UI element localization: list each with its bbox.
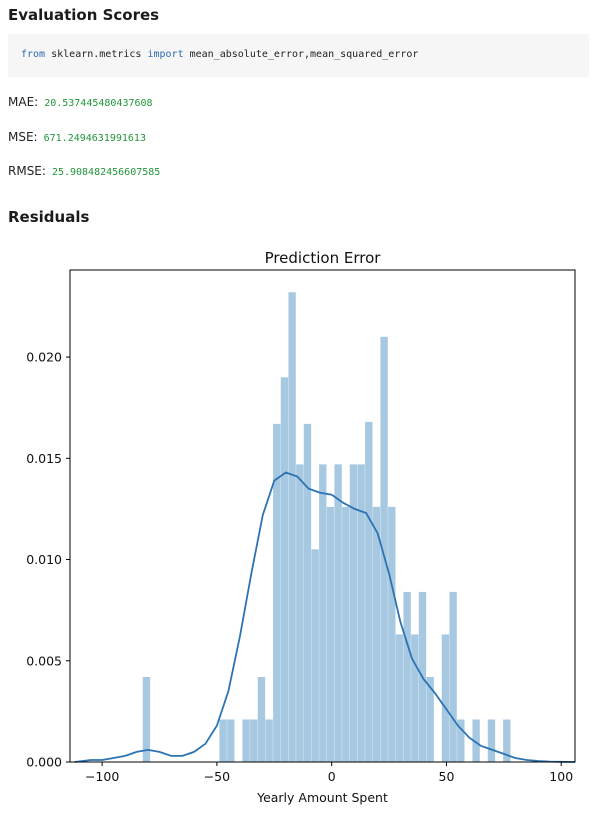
- histogram-bar: [426, 676, 434, 762]
- histogram-bar: [273, 423, 281, 762]
- x-axis: −100 −50 0 50 100: [85, 762, 573, 784]
- histogram-bar: [372, 506, 381, 762]
- metric-value: 671.2494631991613: [43, 133, 146, 144]
- code-cell[interactable]: from sklearn.metrics import mean_absolut…: [8, 34, 589, 77]
- histogram-bar: [441, 634, 450, 762]
- histogram-bar: [357, 464, 365, 762]
- histogram-bar: [326, 506, 335, 762]
- histogram-bar: [411, 634, 419, 762]
- histogram-bar: [311, 549, 319, 762]
- section-title-evaluation: Evaluation Scores: [8, 6, 160, 24]
- y-tick-label: 0.015: [26, 451, 62, 466]
- histogram-bar: [319, 464, 327, 762]
- histogram-bar: [250, 719, 258, 762]
- histogram-bar: [487, 719, 496, 762]
- code-keyword-import: import: [147, 49, 184, 60]
- histogram-bar: [296, 464, 304, 762]
- metric-rmse: RMSE: 25.908482456607585: [8, 164, 160, 178]
- histogram-bar: [142, 676, 151, 762]
- metric-mse: MSE: 671.2494631991613: [8, 130, 146, 144]
- histogram-bar: [349, 464, 358, 762]
- histogram-bar: [395, 634, 404, 762]
- section-title-residuals: Residuals: [8, 208, 90, 226]
- code-imported-names: mean_absolute_error,mean_squared_error: [189, 49, 419, 60]
- x-tick-label: 100: [549, 769, 573, 784]
- metric-label: RMSE:: [8, 164, 46, 178]
- histogram-bar: [503, 719, 511, 762]
- x-tick-label: −50: [204, 769, 230, 784]
- histogram-bar: [242, 719, 250, 762]
- metric-label: MAE:: [8, 95, 39, 109]
- histogram-bar: [365, 421, 373, 762]
- y-tick-label: 0.020: [26, 350, 62, 365]
- x-tick-label: 0: [328, 769, 336, 784]
- histogram-bar: [472, 719, 480, 762]
- y-tick-label: 0.000: [26, 755, 62, 770]
- histogram-bar: [257, 676, 266, 762]
- code-keyword-from: from: [21, 49, 46, 60]
- histogram-bar: [380, 336, 388, 762]
- plot-frame: [69, 269, 576, 763]
- metric-mae: MAE: 20.537445480437608: [8, 95, 153, 109]
- histogram-bar: [265, 719, 273, 762]
- code-module: sklearn.metrics: [51, 49, 142, 60]
- y-tick-label: 0.005: [26, 653, 62, 668]
- histogram-bar: [449, 591, 457, 762]
- metric-value: 20.537445480437608: [44, 98, 153, 109]
- histogram-bar: [388, 506, 396, 762]
- histogram-bar: [342, 506, 350, 762]
- x-tick-label: 50: [439, 769, 455, 784]
- histogram-bar: [334, 464, 342, 762]
- y-tick-label: 0.010: [26, 552, 62, 567]
- histogram-bar: [403, 591, 411, 762]
- prediction-error-chart: Prediction Error −100 −50 0 50 100 0.0000.00…: [26, 249, 576, 805]
- x-axis-label: Yearly Amount Spent: [256, 790, 388, 805]
- histogram-bar: [303, 423, 312, 762]
- histogram-bar: [219, 719, 227, 762]
- metric-label: MSE:: [8, 130, 38, 144]
- x-tick-label: −100: [85, 769, 119, 784]
- metric-value: 25.908482456607585: [51, 167, 161, 178]
- kde-line: [74, 471, 576, 763]
- histogram-bar: [288, 292, 296, 762]
- histogram-bar: [457, 719, 465, 762]
- histogram-bar: [227, 719, 235, 762]
- chart-title: Prediction Error: [265, 249, 382, 267]
- y-axis: 0.000 0.005 0.010 0.015 0.020: [26, 350, 70, 770]
- histogram-bar: [280, 377, 289, 762]
- histogram-bars: [142, 292, 511, 762]
